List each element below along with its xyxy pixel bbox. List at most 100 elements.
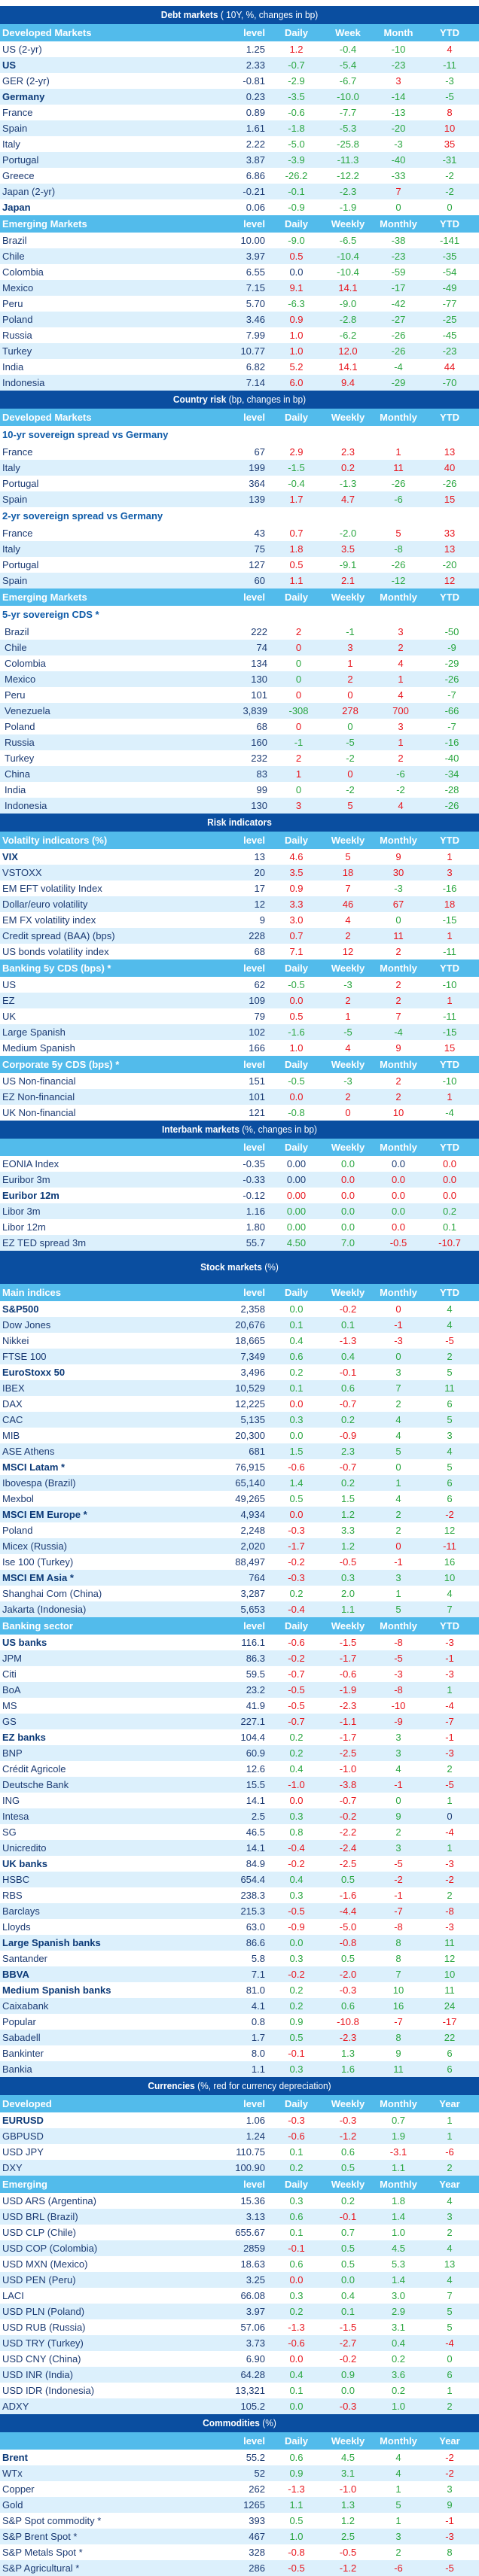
ytd-change: 5 bbox=[447, 1461, 453, 1473]
ytd-change: 10 bbox=[444, 1572, 456, 1583]
level-value: 74 bbox=[256, 642, 267, 653]
table-row: GS 227.1 -0.7 -1.1 -9 -7 bbox=[0, 1714, 479, 1729]
weekly-change: 0.5 bbox=[340, 2243, 355, 2254]
weekly-change: 4.7 bbox=[340, 494, 355, 505]
header-level: level bbox=[243, 835, 265, 846]
row-label: Portugal bbox=[2, 478, 39, 489]
weekly-change: -1.3 bbox=[339, 1335, 357, 1346]
ytd-change: -1 bbox=[445, 2515, 454, 2526]
monthly-change: -27 bbox=[391, 314, 406, 325]
level-value: 3.13 bbox=[246, 2211, 265, 2222]
row-label: S&P Metals Spot * bbox=[2, 2547, 83, 2558]
daily-change: -0.7 bbox=[288, 1668, 305, 1680]
ytd-change: -2 bbox=[445, 170, 454, 181]
level-value: 23.2 bbox=[246, 1684, 265, 1696]
weekly-change: -0.3 bbox=[339, 1984, 357, 1996]
daily-change: 0.6 bbox=[289, 2258, 304, 2270]
monthly-change: 1.0 bbox=[391, 2227, 406, 2238]
section-subtitle: (%) bbox=[259, 2417, 276, 2428]
level-value: 68 bbox=[256, 721, 267, 732]
table-row: EURUSD 1.06 -0.3 -0.3 0.7 1 bbox=[0, 2112, 479, 2128]
ytd-change: 3 bbox=[447, 867, 453, 878]
row-label: Germany bbox=[2, 91, 45, 102]
level-value: 81.0 bbox=[246, 1984, 265, 1996]
monthly-change: -40 bbox=[391, 154, 406, 166]
table-row: China 83 1 0 -6 -34 bbox=[0, 766, 479, 782]
weekly-change: -1.9 bbox=[339, 1684, 357, 1696]
daily-change: -1.3 bbox=[288, 2483, 305, 2495]
table-row: Unicredito 14.1 -0.4 -2.4 3 1 bbox=[0, 1840, 479, 1856]
weekly-change: 1.2 bbox=[340, 1509, 355, 1520]
column-header-row: Banking 5y CDS (bps) * level Daily Weekly Mo… bbox=[0, 960, 479, 977]
level-value: 86.6 bbox=[246, 1937, 265, 1948]
monthly-change: 1 bbox=[398, 737, 404, 748]
monthly-change: 3 bbox=[395, 1842, 401, 1854]
monthly-change: -7 bbox=[394, 1905, 403, 1917]
daily-change: 0.00 bbox=[286, 1158, 307, 1169]
row-label: Brazil bbox=[2, 235, 27, 246]
daily-change: 0.4 bbox=[289, 2369, 304, 2380]
monthly-change: -23 bbox=[391, 59, 406, 71]
column-header-row: Emerging Markets level Daily Weekly Monthly Y… bbox=[0, 215, 479, 233]
level-value: 83 bbox=[256, 768, 267, 780]
daily-change: 0.1 bbox=[289, 2227, 304, 2238]
table-row: Libor 12m 1.80 0.00 0.0 0.0 0.1 bbox=[0, 1219, 479, 1235]
level-value: 6.82 bbox=[246, 361, 265, 373]
weekly-change: -0.5 bbox=[339, 2547, 357, 2558]
monthly-change: -8 bbox=[394, 1637, 403, 1648]
weekly-change: -3.8 bbox=[339, 1779, 357, 1790]
row-label: USD INR (India) bbox=[2, 2369, 73, 2380]
ytd-change: 0.0 bbox=[442, 1190, 457, 1201]
table-row: Mexico 7.15 9.1 14.1 -17 -49 bbox=[0, 280, 479, 296]
monthly-change: 5 bbox=[395, 1446, 401, 1457]
row-label: JPM bbox=[2, 1653, 22, 1664]
weekly-change: -2 bbox=[346, 753, 355, 764]
level-value: 2.22 bbox=[246, 138, 265, 150]
weekly-change: -7.7 bbox=[339, 107, 357, 118]
daily-change: 0.5 bbox=[289, 559, 304, 570]
header-level: level bbox=[243, 592, 265, 603]
table-row: Peru 5.70 -6.3 -9.0 -42 -77 bbox=[0, 296, 479, 312]
level-value: 681 bbox=[249, 1446, 265, 1457]
weekly-change: -25.8 bbox=[337, 138, 359, 150]
daily-change: -9.0 bbox=[288, 235, 305, 246]
header-weekly: Weekly bbox=[331, 1620, 365, 1632]
table-row: India 6.82 5.2 14.1 -4 44 bbox=[0, 359, 479, 375]
monthly-change: 2 bbox=[395, 1075, 401, 1087]
section-title-text: Debt markets bbox=[160, 9, 218, 20]
column-header-row: level Daily Weekly Monthly YTD bbox=[0, 1139, 479, 1156]
section-title-text: Country risk bbox=[172, 394, 227, 405]
monthly-change: 2 bbox=[395, 1509, 401, 1520]
daily-change: 1.8 bbox=[289, 543, 304, 555]
level-value: 63.0 bbox=[246, 1921, 265, 1933]
daily-change: 0.6 bbox=[289, 2452, 304, 2463]
section-title-text: Stock markets bbox=[200, 1261, 262, 1273]
ytd-change: -9 bbox=[447, 642, 456, 653]
table-row: Ise 100 (Turkey) 88,497 -0.2 -0.5 -1 16 bbox=[0, 1554, 479, 1570]
level-value: 18,665 bbox=[235, 1335, 265, 1346]
monthly-change: 3 bbox=[395, 1572, 401, 1583]
ytd-change: 6 bbox=[447, 1493, 453, 1504]
table-row: France 0.89 -0.6 -7.7 -13 8 bbox=[0, 105, 479, 120]
table-row: Caixabank 4.1 0.2 0.6 16 24 bbox=[0, 1998, 479, 2014]
row-label: Italy bbox=[2, 462, 20, 473]
level-value: 227.1 bbox=[240, 1716, 265, 1727]
level-value: 134 bbox=[251, 658, 267, 669]
monthly-change: 0 bbox=[395, 914, 401, 926]
table-row: BBVA 7.1 -0.2 -2.0 7 10 bbox=[0, 1966, 479, 1982]
weekly-change: 0.1 bbox=[340, 1319, 355, 1331]
weekly-change: 0 bbox=[347, 768, 353, 780]
level-value: 222 bbox=[251, 626, 267, 637]
ytd-change: -1 bbox=[445, 1732, 454, 1743]
daily-change: -0.5 bbox=[288, 1075, 305, 1087]
row-label: Medium Spanish banks bbox=[2, 1984, 111, 1996]
header-weekly: Weekly bbox=[331, 412, 365, 423]
row-label: Portugal bbox=[2, 154, 39, 166]
monthly-change: 4 bbox=[395, 1414, 401, 1425]
weekly-change: 1.6 bbox=[340, 2064, 355, 2075]
header-group-label: Volatilty indicators (%) bbox=[2, 835, 108, 846]
monthly-change: 4 bbox=[398, 689, 404, 701]
table-row: France 43 0.7 -2.0 5 33 bbox=[0, 525, 479, 541]
daily-change: 0.4 bbox=[289, 1874, 304, 1885]
weekly-change: 0.6 bbox=[340, 2146, 355, 2158]
